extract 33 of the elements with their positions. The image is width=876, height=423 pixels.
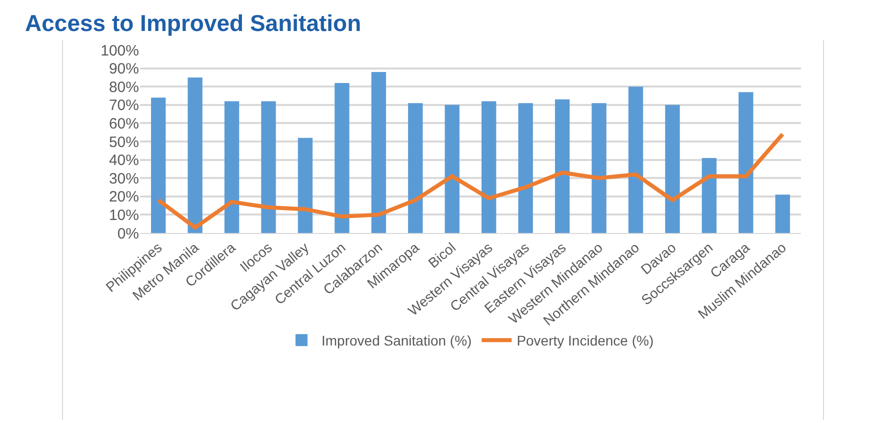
line-series [156, 132, 785, 230]
bar [298, 138, 313, 233]
bar [775, 194, 790, 233]
y-tick-label: 30% [108, 170, 139, 188]
y-tick-label: 90% [108, 60, 139, 78]
y-tick-label: 0% [117, 225, 139, 242]
y-tick-label: 70% [108, 97, 139, 114]
y-tick-label: 10% [108, 206, 139, 224]
bar [444, 104, 460, 233]
legend-label: Improved Sanitation (%) [322, 332, 472, 349]
bar [224, 101, 240, 233]
legend-label: Poverty Incidence (%) [516, 332, 654, 349]
y-tick-label: 80% [108, 78, 139, 96]
bar [738, 92, 754, 233]
bar [151, 98, 166, 233]
y-tick-label: 50% [108, 134, 139, 151]
bar [702, 158, 717, 233]
chart-title: Access to Improved Sanitation [25, 10, 362, 37]
bar [408, 103, 423, 233]
bar [334, 82, 350, 233]
y-tick-label: 60% [108, 115, 139, 132]
bar [554, 99, 570, 233]
bar [592, 103, 606, 233]
y-tick-label: 20% [108, 188, 139, 206]
bar [482, 101, 496, 233]
bar [371, 72, 386, 233]
y-tick-label: 100% [100, 42, 139, 60]
bar [518, 103, 533, 233]
bar [665, 104, 680, 233]
bar [628, 86, 644, 233]
y-tick-label: 40% [108, 152, 139, 170]
bar [261, 101, 276, 233]
bar [188, 77, 202, 233]
